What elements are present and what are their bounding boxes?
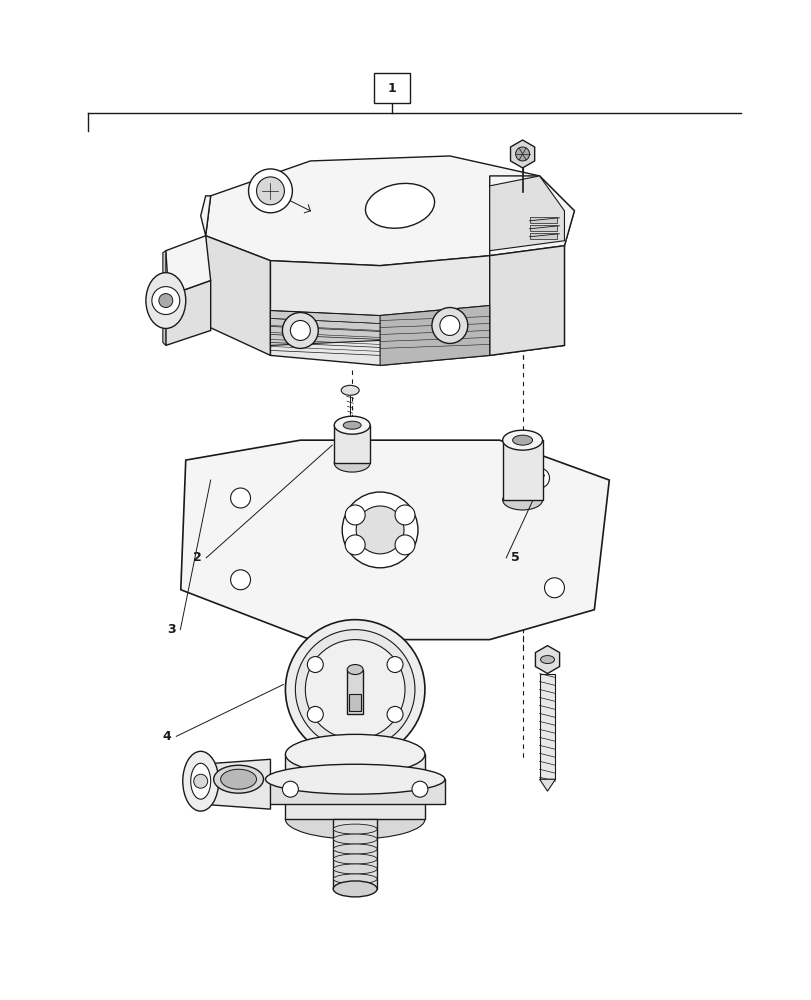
Ellipse shape xyxy=(540,656,554,664)
Circle shape xyxy=(285,620,424,759)
Bar xyxy=(529,217,557,223)
Circle shape xyxy=(295,630,414,749)
Circle shape xyxy=(394,505,414,525)
Ellipse shape xyxy=(285,734,424,774)
Circle shape xyxy=(307,657,323,673)
Ellipse shape xyxy=(333,854,376,864)
Circle shape xyxy=(529,468,549,488)
Circle shape xyxy=(387,657,402,673)
Polygon shape xyxy=(181,440,608,640)
Ellipse shape xyxy=(333,864,376,874)
Circle shape xyxy=(345,505,365,525)
Circle shape xyxy=(411,781,427,797)
Bar xyxy=(374,73,410,103)
Bar xyxy=(529,233,557,239)
Text: 1: 1 xyxy=(387,82,396,95)
Circle shape xyxy=(230,488,251,508)
Polygon shape xyxy=(285,754,424,819)
Circle shape xyxy=(305,640,405,739)
Polygon shape xyxy=(165,236,210,296)
Circle shape xyxy=(544,578,564,598)
Polygon shape xyxy=(200,759,270,809)
Polygon shape xyxy=(349,694,361,711)
Circle shape xyxy=(282,781,298,797)
Ellipse shape xyxy=(191,763,210,799)
Ellipse shape xyxy=(221,769,256,789)
Polygon shape xyxy=(534,646,559,674)
Circle shape xyxy=(159,294,173,308)
Ellipse shape xyxy=(512,435,532,445)
Polygon shape xyxy=(165,281,210,345)
Ellipse shape xyxy=(502,430,542,450)
Ellipse shape xyxy=(502,490,542,510)
Ellipse shape xyxy=(341,385,358,395)
Circle shape xyxy=(194,774,208,788)
Circle shape xyxy=(307,706,323,722)
Ellipse shape xyxy=(347,665,363,675)
Ellipse shape xyxy=(365,183,434,228)
Ellipse shape xyxy=(333,834,376,844)
Polygon shape xyxy=(489,176,564,251)
Polygon shape xyxy=(265,779,444,804)
Polygon shape xyxy=(380,306,489,365)
Polygon shape xyxy=(334,425,370,463)
Text: 5: 5 xyxy=(511,551,519,564)
Circle shape xyxy=(345,535,365,555)
Polygon shape xyxy=(205,236,270,355)
Ellipse shape xyxy=(265,764,444,794)
Circle shape xyxy=(341,492,418,568)
Circle shape xyxy=(230,570,251,590)
Bar xyxy=(347,670,363,714)
Text: 2: 2 xyxy=(192,551,201,564)
Ellipse shape xyxy=(333,881,376,897)
Polygon shape xyxy=(502,440,542,500)
Circle shape xyxy=(394,535,414,555)
Circle shape xyxy=(356,506,404,554)
Polygon shape xyxy=(510,140,534,168)
Circle shape xyxy=(282,313,318,348)
Circle shape xyxy=(152,287,179,315)
Ellipse shape xyxy=(213,765,263,793)
Circle shape xyxy=(440,316,459,335)
Ellipse shape xyxy=(333,824,376,834)
Ellipse shape xyxy=(333,844,376,854)
Ellipse shape xyxy=(182,751,218,811)
Bar xyxy=(529,225,557,231)
Polygon shape xyxy=(270,306,489,345)
Text: 3: 3 xyxy=(166,623,175,636)
Polygon shape xyxy=(270,246,564,365)
Polygon shape xyxy=(489,246,564,355)
Circle shape xyxy=(431,308,467,343)
Ellipse shape xyxy=(146,273,186,328)
Polygon shape xyxy=(539,779,555,791)
Polygon shape xyxy=(205,156,573,266)
Text: 4: 4 xyxy=(162,730,171,743)
Ellipse shape xyxy=(333,874,376,884)
Circle shape xyxy=(256,177,284,205)
Circle shape xyxy=(387,706,402,722)
Circle shape xyxy=(290,320,310,340)
Ellipse shape xyxy=(334,416,370,434)
Ellipse shape xyxy=(343,421,361,429)
Polygon shape xyxy=(489,176,573,256)
Ellipse shape xyxy=(334,454,370,472)
Ellipse shape xyxy=(285,799,424,839)
Polygon shape xyxy=(200,196,210,236)
Polygon shape xyxy=(163,251,165,345)
Polygon shape xyxy=(333,819,376,889)
Circle shape xyxy=(515,147,529,161)
Circle shape xyxy=(248,169,292,213)
Polygon shape xyxy=(539,674,555,779)
